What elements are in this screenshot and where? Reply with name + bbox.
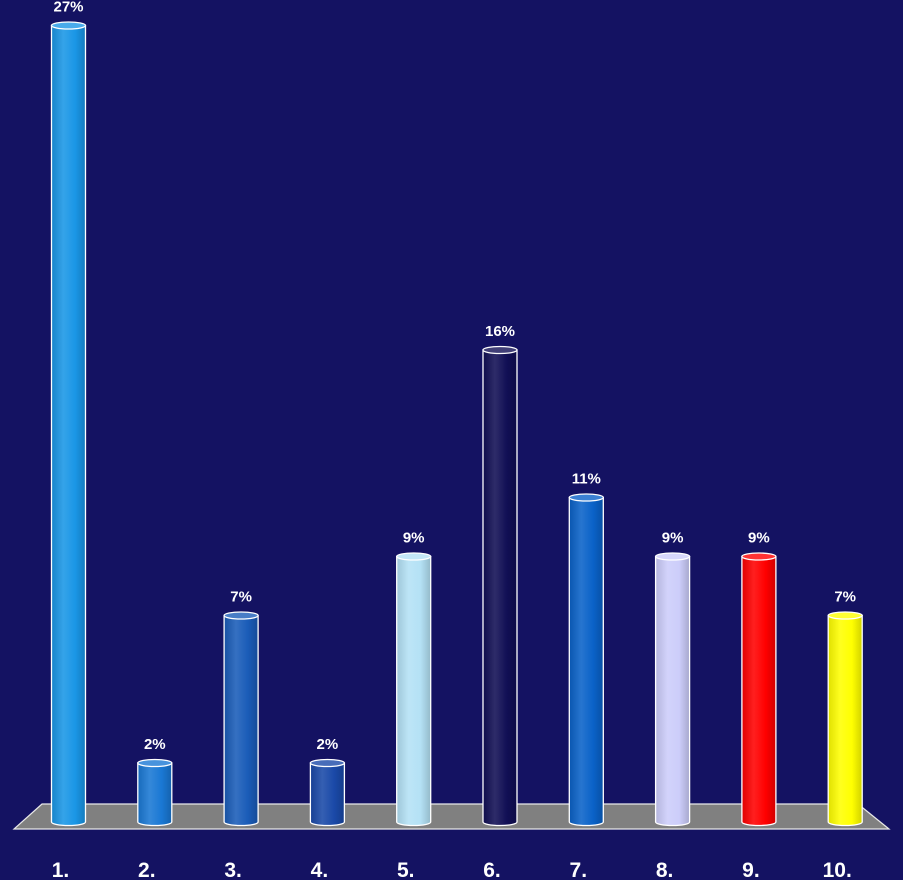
bar-1	[50, 21, 87, 827]
bar-top-6	[482, 345, 518, 355]
bar-6	[482, 345, 518, 827]
category-label-9: 9.	[742, 859, 760, 880]
bar-4	[309, 758, 346, 827]
value-label-9: 9%	[748, 530, 770, 547]
category-label-2: 2.	[138, 859, 156, 880]
bar-top-1	[50, 21, 87, 30]
value-label-10: 7%	[834, 589, 856, 606]
bar-top-9	[741, 552, 777, 561]
bar-top-10	[827, 611, 863, 620]
value-label-1: 27%	[53, 0, 83, 16]
value-label-5: 9%	[403, 530, 425, 547]
bar-top-5	[396, 552, 432, 561]
category-label-1: 1.	[52, 859, 70, 880]
category-label-5: 5.	[397, 859, 415, 880]
value-label-8: 9%	[662, 530, 684, 547]
bar-8	[654, 552, 691, 827]
bar-body-8	[654, 555, 691, 827]
bar-body-6	[482, 349, 518, 827]
category-label-4: 4.	[311, 859, 329, 880]
bar-top-2	[137, 758, 173, 768]
bar-body-9	[741, 555, 777, 827]
category-label-8: 8.	[656, 859, 674, 880]
category-label-3: 3.	[224, 859, 242, 880]
bar-5	[396, 552, 432, 827]
bar-body-4	[309, 762, 346, 827]
bar-9	[741, 552, 777, 827]
bar-top-8	[654, 552, 691, 561]
category-label-7: 7.	[570, 859, 588, 880]
value-label-6: 16%	[485, 323, 515, 340]
bar-7	[568, 493, 604, 827]
value-label-7: 11%	[572, 471, 601, 488]
value-label-4: 2%	[317, 736, 339, 753]
bar-body-10	[827, 614, 863, 827]
bar-body-1	[50, 24, 87, 827]
labels-layer: 27% 1. 2% 2. 7% 3. 2% 4. 9% 5. 16% 6. 11% 7. 9% 8. 9% 9. 7…	[52, 0, 856, 880]
bar-body-2	[137, 762, 173, 827]
bar-body-7	[568, 496, 604, 827]
bar-10	[827, 611, 863, 827]
category-label-6: 6.	[483, 859, 501, 880]
bar-top-3	[223, 611, 259, 620]
bar-body-3	[223, 614, 259, 827]
bar-top-7	[568, 493, 604, 502]
category-label-10: 10.	[823, 859, 852, 880]
bar-2	[137, 758, 173, 827]
bar-3	[223, 611, 259, 827]
bar-body-5	[396, 555, 432, 827]
bars-layer	[50, 21, 863, 827]
value-label-3: 7%	[230, 589, 252, 606]
bar-top-4	[309, 758, 346, 768]
value-label-2: 2%	[144, 736, 166, 753]
